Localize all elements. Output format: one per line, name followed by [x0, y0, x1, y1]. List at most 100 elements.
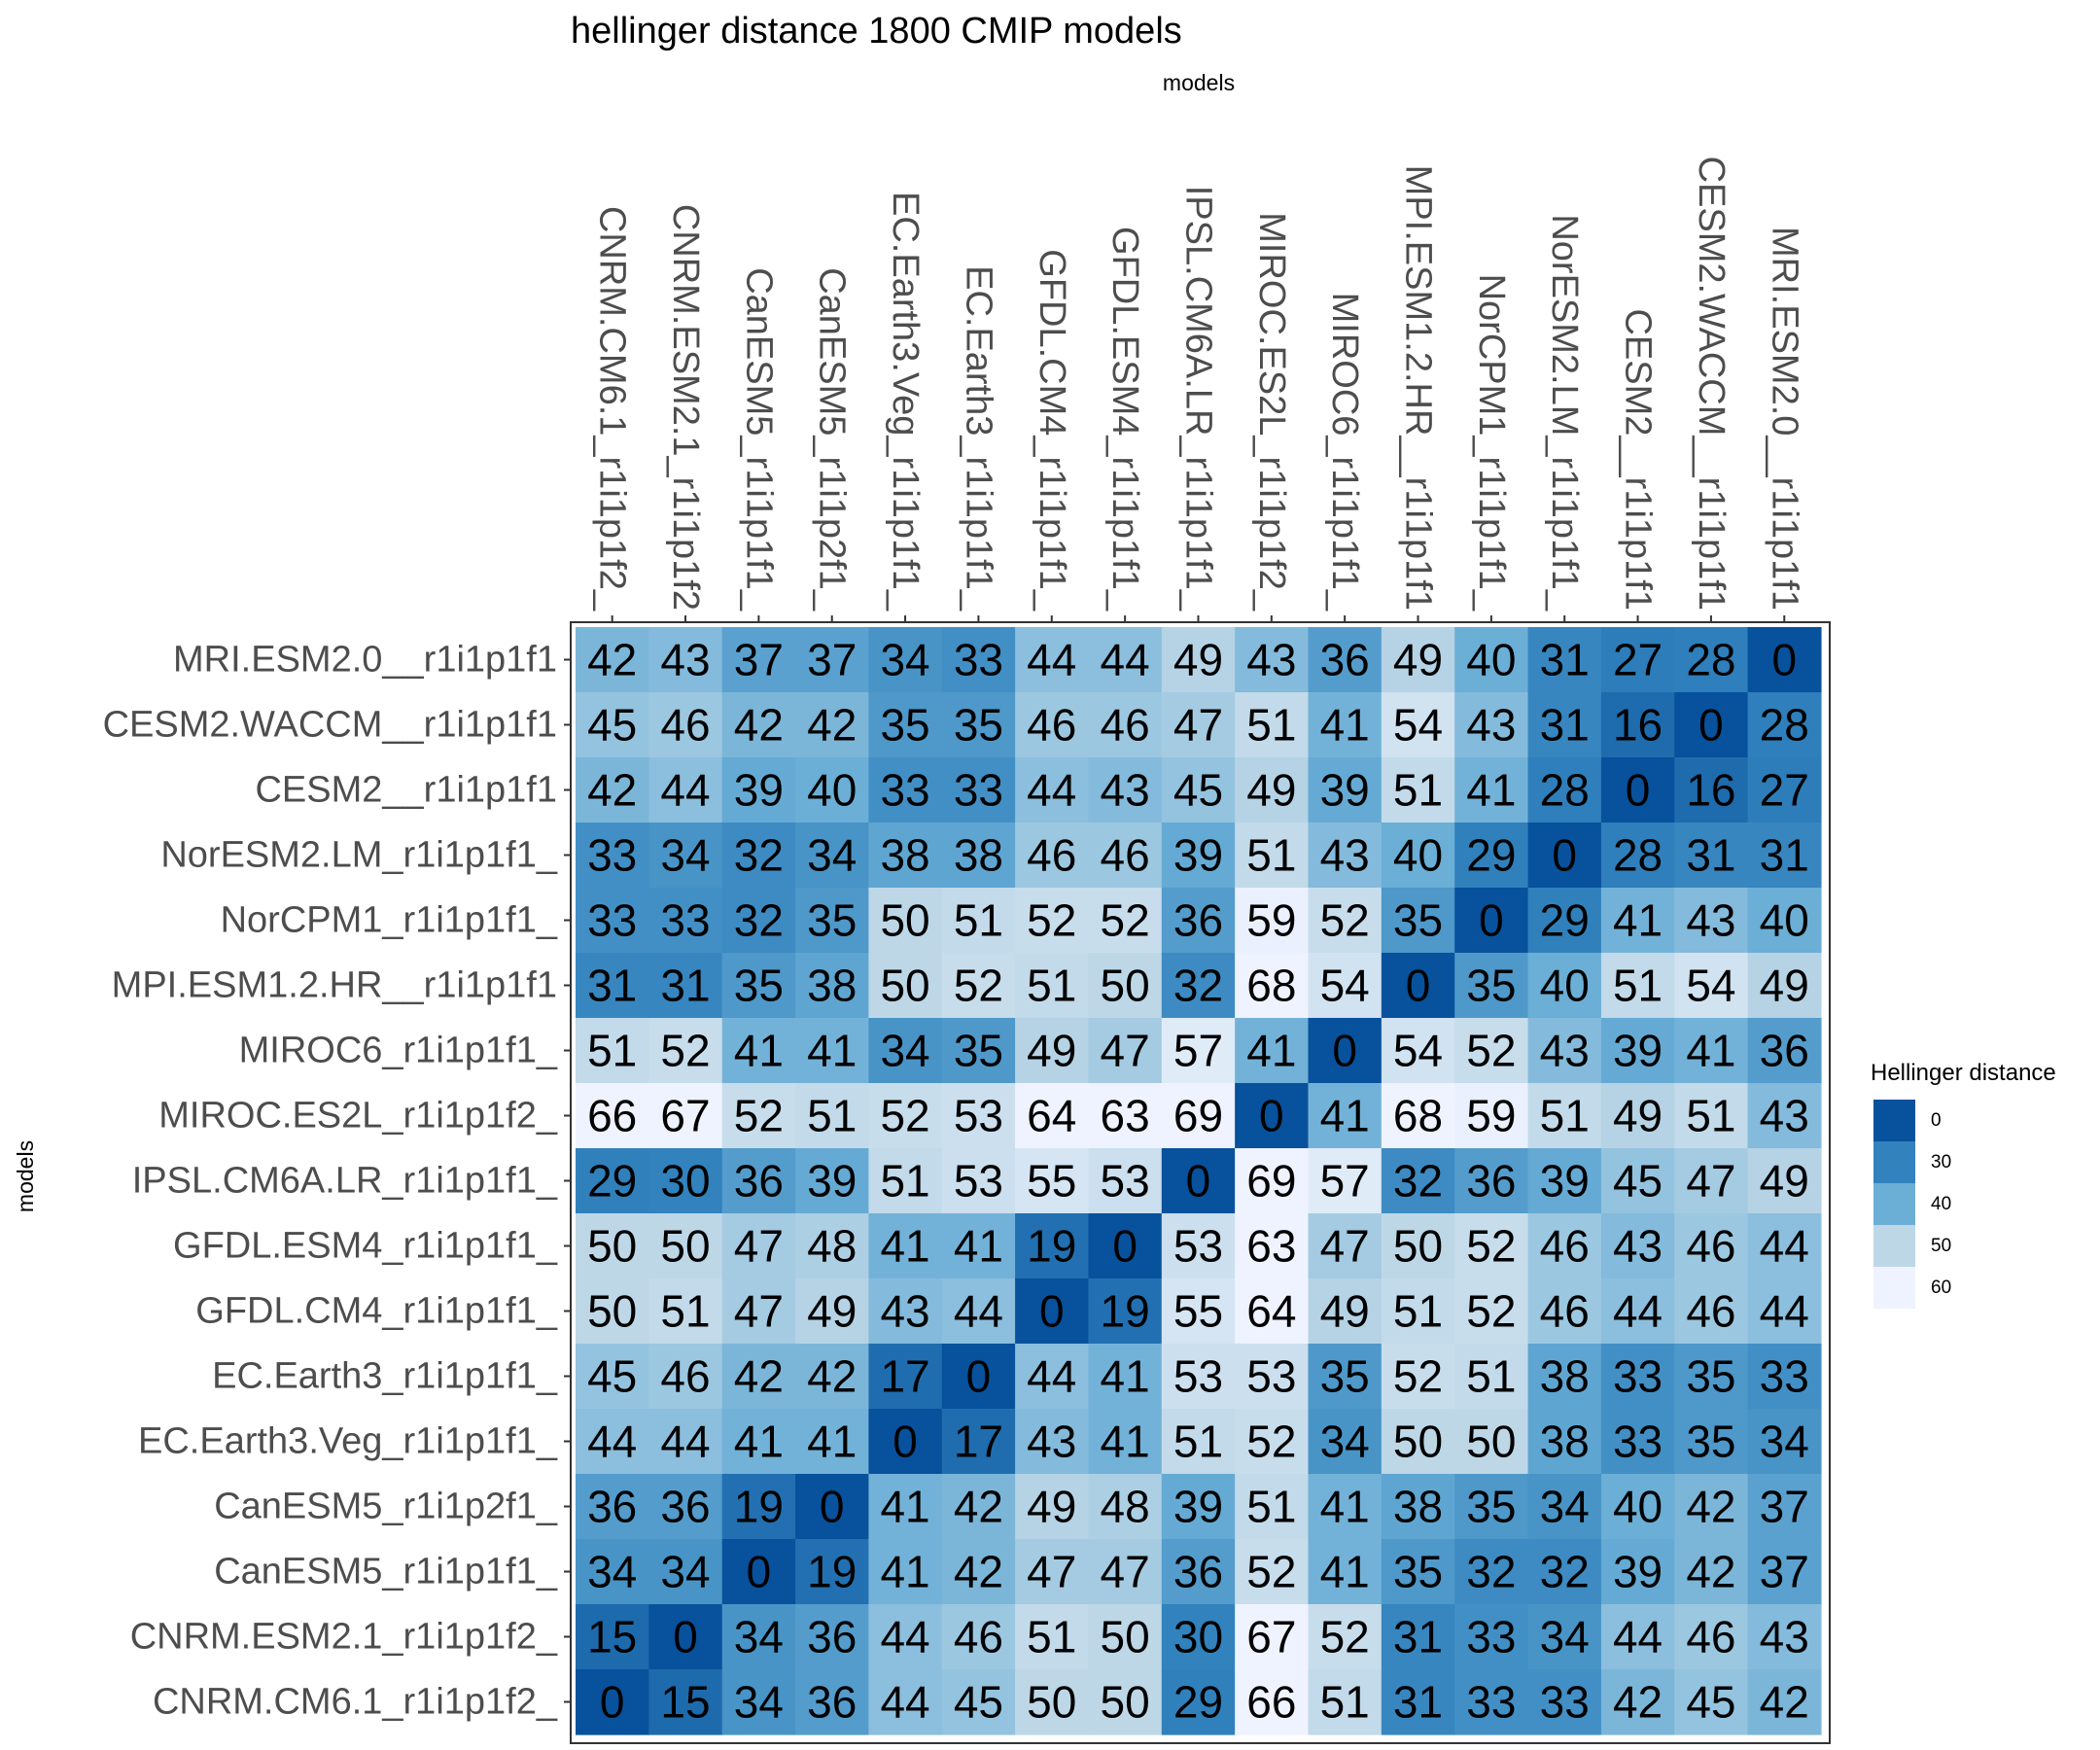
heatmap-cell [1235, 1539, 1310, 1605]
cell-value-label: 39 [1173, 1482, 1223, 1532]
cell-value-label: 52 [1027, 895, 1076, 946]
cell-value-label: 45 [1613, 1156, 1662, 1207]
heatmap-cell [1088, 1539, 1163, 1605]
heatmap-cell [1527, 757, 1602, 823]
cell-value-label: 36 [1760, 1026, 1809, 1076]
heatmap-cell [1454, 1213, 1529, 1279]
cell-value-label: 34 [587, 1547, 637, 1597]
cell-value-label: 0 [1186, 1156, 1211, 1207]
heatmap-cell [1454, 1539, 1529, 1605]
heatmap-cell [1454, 1018, 1529, 1084]
heatmap-cell [1161, 627, 1236, 693]
heatmap-cell [1747, 1409, 1822, 1475]
heatmap-cell [1381, 1474, 1455, 1540]
cell-value-label: 33 [1613, 1417, 1662, 1467]
cell-value-label: 33 [587, 895, 637, 946]
heatmap-cell [1674, 822, 1749, 889]
cell-value-label: 33 [587, 830, 637, 881]
cell-value-label: 42 [587, 765, 637, 816]
cell-value-label: 43 [1540, 1026, 1590, 1076]
heatmap-cell [576, 1669, 649, 1735]
heatmap-cell [941, 1148, 1016, 1214]
cell-value-label: 53 [954, 1091, 1003, 1141]
cell-value-label: 16 [1686, 765, 1735, 816]
cell-value-label: 19 [1101, 1286, 1150, 1337]
heatmap-cell [1015, 1344, 1090, 1410]
cell-value-label: 46 [1686, 1221, 1735, 1272]
cell-value-label: 67 [660, 1091, 710, 1141]
cell-value-label: 0 [1698, 700, 1724, 751]
heatmap-cell [1527, 1278, 1602, 1345]
cell-value-label: 0 [1479, 895, 1504, 946]
cell-value-label: 53 [954, 1156, 1003, 1207]
cell-value-label: 41 [734, 1417, 784, 1467]
cell-value-label: 19 [1027, 1221, 1076, 1272]
legend-label: 60 [1931, 1278, 1951, 1298]
heatmap-cell [1527, 1018, 1602, 1084]
heatmap-cell [1600, 1213, 1675, 1279]
cell-value-label: 34 [660, 830, 710, 881]
x-tick-label: IPSL.CM6A.LR_r1i1p1f1_ [1177, 186, 1218, 612]
heatmap-cell [1600, 1669, 1675, 1735]
cell-value-label: 43 [1760, 1612, 1809, 1662]
y-tick-label: NorESM2.LM_r1i1p1f1_ [160, 835, 558, 876]
heatmap-cell [648, 1409, 723, 1475]
heatmap-cell [868, 627, 943, 693]
cell-value-label: 0 [747, 1547, 772, 1597]
cell-value-label: 46 [954, 1612, 1003, 1662]
legend-key [1873, 1225, 1915, 1267]
heatmap-cell [1161, 1474, 1236, 1540]
cell-value-label: 39 [1613, 1026, 1662, 1076]
cell-value-label: 33 [1760, 1351, 1809, 1402]
heatmap-cell [1308, 1539, 1382, 1605]
cell-value-label: 50 [1101, 1677, 1150, 1728]
cell-value-label: 30 [1173, 1612, 1223, 1662]
cell-value-label: 41 [734, 1026, 784, 1076]
cell-value-label: 49 [1760, 1156, 1809, 1207]
heatmap-cell [1600, 822, 1675, 889]
heatmap-cell [1527, 692, 1602, 758]
legend-keys: 0 30 40 50 60 [1873, 1100, 1951, 1309]
heatmap-cell [868, 1409, 943, 1475]
cell-value-label: 16 [1613, 700, 1662, 751]
cell-value-label: 29 [587, 1156, 637, 1207]
heatmap-cell [1015, 1474, 1090, 1540]
heatmap-cell [1600, 692, 1675, 758]
heatmap-cell [648, 1278, 723, 1345]
heatmap-cell [1015, 822, 1090, 889]
heatmap-cell [648, 1083, 723, 1149]
heatmap-cell [941, 1278, 1016, 1345]
heatmap-cell [1088, 1669, 1163, 1735]
cell-value-label: 37 [1760, 1547, 1809, 1597]
heatmap-cell [1235, 1669, 1310, 1735]
heatmap-cell [795, 1083, 869, 1149]
heatmap-cell [941, 1409, 1016, 1475]
cell-value-label: 46 [1540, 1286, 1590, 1337]
heatmap-cell [1308, 627, 1382, 693]
cell-value-label: 51 [1246, 700, 1296, 751]
cell-value-label: 40 [1613, 1482, 1662, 1532]
cell-value-label: 41 [880, 1482, 929, 1532]
heatmap-cell [1454, 1409, 1529, 1475]
heatmap-cell [721, 1669, 796, 1735]
heatmap-cell [1747, 1604, 1822, 1670]
cell-value-label: 46 [1686, 1286, 1735, 1337]
heatmap-cell [1088, 1148, 1163, 1214]
cell-value-label: 0 [1259, 1091, 1284, 1141]
heatmap-cell [1308, 1083, 1382, 1149]
y-tick-label: GFDL.CM4_r1i1p1f1_ [195, 1291, 558, 1332]
cell-value-label: 53 [1173, 1351, 1223, 1402]
cell-value-label: 29 [1173, 1677, 1223, 1728]
heatmap-cell [1747, 627, 1822, 693]
heatmap-cell [576, 1539, 649, 1605]
heatmap-cell [1674, 757, 1749, 823]
heatmap-cell [1015, 953, 1090, 1019]
heatmap-cell [648, 1604, 723, 1670]
cell-value-label: 52 [734, 1091, 784, 1141]
cell-value-label: 42 [1686, 1547, 1735, 1597]
heatmap-cell [868, 1344, 943, 1410]
cell-value-label: 44 [954, 1286, 1003, 1337]
heatmap-cell [1747, 1344, 1822, 1410]
cell-value-label: 41 [807, 1026, 857, 1076]
heatmap-cell [576, 692, 649, 758]
